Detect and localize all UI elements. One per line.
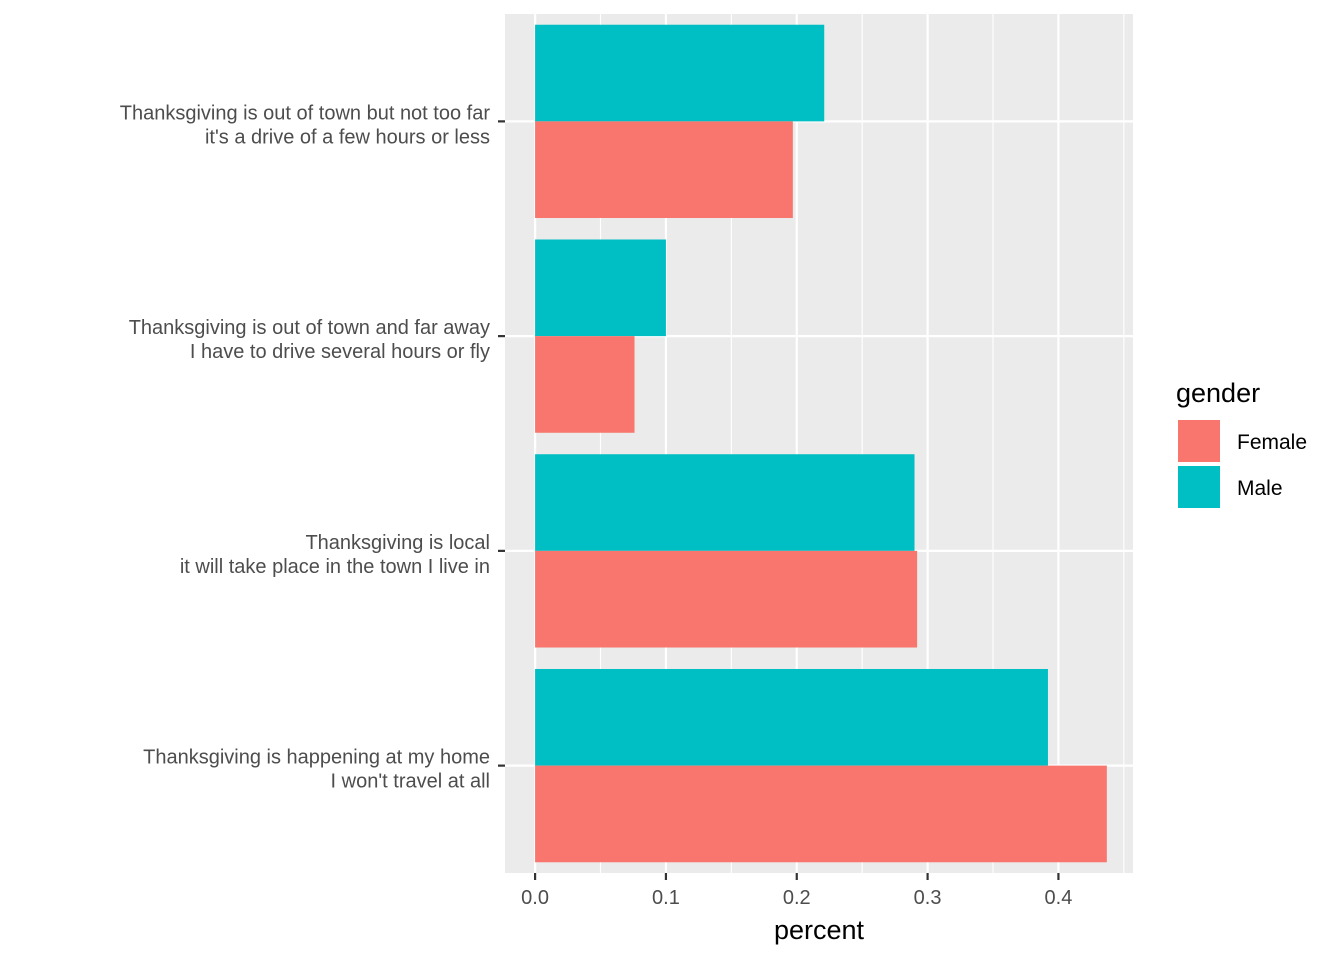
legend-key-female: [1178, 420, 1220, 462]
x-tick-label: 0.1: [652, 887, 680, 909]
y-tick-label-line: it's a drive of a few hours or less: [205, 126, 490, 148]
bar-male: [535, 239, 666, 337]
bar-male: [535, 668, 1048, 766]
legend-title: gender: [1176, 378, 1260, 408]
legend-label: Male: [1237, 477, 1283, 500]
y-tick-label-line: Thanksgiving is out of town and far away: [129, 317, 490, 339]
x-tick-label: 0.2: [783, 887, 811, 909]
legend: gender Female Male: [1176, 378, 1307, 508]
bar-male: [535, 454, 915, 551]
bar-male: [535, 24, 825, 122]
y-tick-label-line: it will take place in the town I live in: [180, 556, 490, 578]
bar-female: [535, 550, 918, 648]
bars: [535, 24, 1107, 863]
y-tick-label: Thanksgiving is out of town and far away…: [129, 317, 490, 363]
y-tick-label: Thanksgiving is happening at my home I wo…: [143, 747, 490, 793]
y-axis: Thanksgiving is out of town but not too …: [120, 102, 505, 793]
y-tick-label-line: Thanksgiving is out of town but not too …: [120, 102, 491, 124]
x-axis: 0.0 0.1 0.2 0.3 0.4: [521, 873, 1072, 909]
x-tick-label: 0.0: [521, 887, 549, 909]
x-tick-label: 0.4: [1045, 887, 1073, 909]
y-tick-label-line: I won't travel at all: [331, 771, 490, 793]
bar-female: [535, 336, 635, 433]
bar-female: [535, 121, 793, 219]
x-tick-label: 0.3: [914, 887, 942, 909]
legend-key-male: [1178, 466, 1220, 508]
x-axis-title: percent: [774, 915, 865, 945]
legend-label: Female: [1237, 431, 1307, 454]
y-tick-label-line: I have to drive several hours or fly: [190, 341, 490, 363]
y-tick-label-line: Thanksgiving is local: [305, 532, 490, 554]
bar-female: [535, 765, 1107, 863]
y-tick-label-line: Thanksgiving is happening at my home: [143, 747, 490, 769]
y-tick-label: Thanksgiving is local it will take place …: [180, 532, 490, 578]
y-tick-label: Thanksgiving is out of town but not too …: [120, 102, 491, 148]
